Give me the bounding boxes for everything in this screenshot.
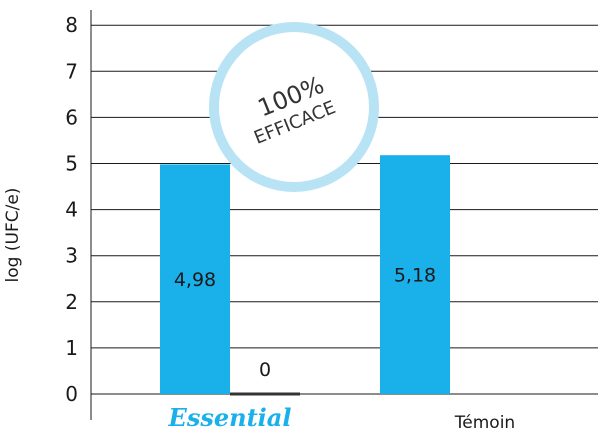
- bar: [380, 155, 450, 394]
- bar-data-labels: 4,98 5,18 0: [174, 265, 436, 381]
- y-tick-label: 8: [65, 13, 78, 37]
- bar-data-label: 0: [259, 359, 271, 381]
- y-tick-label: 5: [65, 152, 78, 176]
- y-tick-labels: 0 1 2 3 4 5 6 7 8: [65, 13, 78, 406]
- y-tick-label: 0: [65, 382, 78, 406]
- category-label: Essential: [168, 403, 292, 432]
- y-tick-label: 3: [65, 244, 78, 268]
- y-tick-label: 6: [65, 105, 78, 129]
- bar: [230, 392, 300, 396]
- y-tick-label: 2: [65, 290, 78, 314]
- y-tick-label: 4: [65, 198, 78, 222]
- bar-data-label: 4,98: [174, 269, 216, 291]
- efficacy-badge: 100% EFFICACE: [209, 22, 379, 192]
- y-tick-label: 7: [65, 59, 78, 83]
- category-labels: Essential Témoin: [168, 403, 516, 433]
- y-axis-title: log (UFC/e): [3, 188, 23, 283]
- category-label: Témoin: [454, 413, 515, 433]
- bars: [160, 155, 450, 396]
- badge-ring: [209, 22, 379, 192]
- bar-data-label: 5,18: [394, 265, 436, 287]
- bar: [160, 164, 230, 394]
- y-tick-label: 1: [65, 336, 78, 360]
